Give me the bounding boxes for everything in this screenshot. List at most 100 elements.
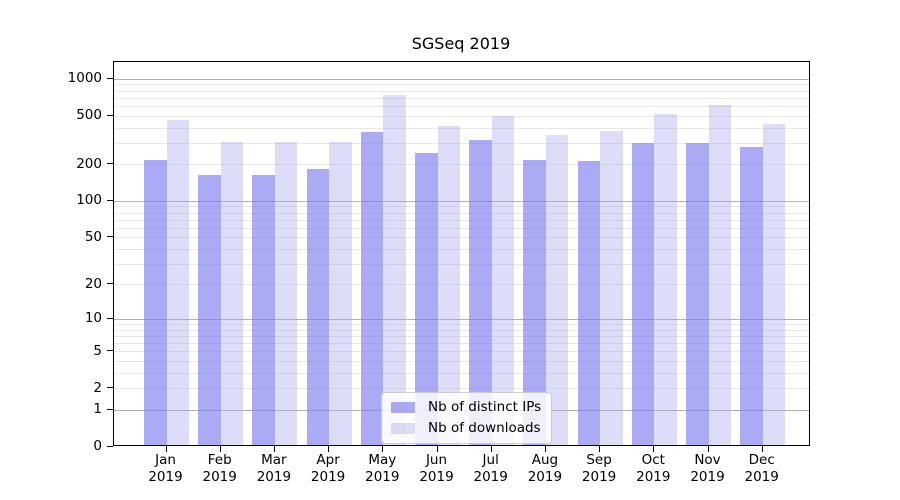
bar-downloads-jan: [166, 119, 189, 445]
x-tick-month: Nov: [694, 452, 721, 468]
bar-distinct-ips-jun: [415, 153, 438, 445]
bar-distinct-ips-dec: [740, 147, 763, 445]
gridline-major: [114, 200, 809, 202]
gridline-minor: [114, 329, 809, 331]
legend-item-distinct-ips: Nb of distinct IPs: [391, 399, 541, 416]
legend-label: Nb of downloads: [428, 420, 541, 436]
x-tick-label: Nov 2019: [676, 452, 740, 486]
gridline-minor: [114, 360, 809, 362]
bar-downloads-mar: [274, 142, 298, 445]
bar-distinct-ips-may: [360, 132, 384, 445]
x-tick-month: Jan: [155, 452, 176, 468]
x-tick: [707, 446, 709, 452]
x-tick-month: Jul: [482, 452, 499, 468]
y-tick: [107, 163, 113, 165]
x-tick-year: 2019: [744, 469, 779, 485]
legend: Nb of distinct IPs Nb of downloads: [381, 392, 553, 444]
gridline-major: [114, 318, 809, 320]
y-tick-label: 50: [84, 228, 102, 245]
x-tick-month: Oct: [641, 452, 665, 468]
x-tick: [328, 446, 330, 452]
gridline-minor: [114, 263, 809, 265]
x-tick-month: Feb: [207, 452, 232, 468]
x-tick-month: Apr: [316, 452, 340, 468]
x-tick-label: Aug 2019: [513, 452, 577, 486]
x-tick-year: 2019: [256, 469, 292, 485]
bar-downloads-dec: [762, 123, 786, 445]
x-tick-label: Sep 2019: [567, 452, 631, 486]
x-tick-month: Dec: [748, 452, 775, 468]
y-tick: [107, 114, 113, 116]
x-tick: [382, 446, 384, 452]
x-tick: [219, 446, 221, 452]
x-tick-year: 2019: [419, 469, 454, 485]
y-tick-label: 20: [84, 275, 102, 292]
gridline-minor: [114, 237, 809, 239]
y-tick: [107, 387, 113, 389]
y-tick: [107, 445, 113, 447]
gridline-minor: [114, 97, 809, 99]
x-tick-label: Feb 2019: [188, 452, 252, 486]
y-tick-label: 1000: [67, 70, 102, 87]
gridline-minor: [114, 342, 809, 344]
x-tick-year: 2019: [690, 469, 725, 485]
y-tick-label: 5: [93, 342, 102, 359]
gridline-minor: [114, 105, 809, 107]
x-tick-label: Oct 2019: [621, 452, 685, 486]
bar-downloads-aug: [545, 134, 569, 445]
y-tick-label: 2: [93, 379, 102, 396]
x-tick-month: Jun: [425, 452, 448, 468]
x-tick: [165, 446, 167, 452]
y-tick-label: 500: [76, 107, 102, 124]
x-tick: [490, 446, 492, 452]
gridline-minor: [114, 227, 809, 229]
bar-distinct-ips-sep: [577, 160, 601, 445]
gridline-minor: [114, 284, 809, 286]
y-tick-label: 1: [93, 401, 102, 418]
plot-area: Nb of distinct IPs Nb of downloads: [113, 61, 810, 446]
gridline-minor: [114, 206, 809, 208]
gridline-minor: [114, 323, 809, 325]
gridline-minor: [114, 372, 809, 374]
x-tick-year: 2019: [310, 469, 346, 485]
x-tick-month: Sep: [586, 452, 612, 468]
gridline-minor: [114, 142, 809, 144]
bar-distinct-ips-mar: [252, 174, 275, 445]
x-tick-year: 2019: [527, 469, 563, 485]
x-tick-year: 2019: [202, 469, 237, 485]
gridline-minor: [114, 212, 809, 214]
x-tick-year: 2019: [581, 469, 617, 485]
x-tick: [544, 446, 546, 452]
legend-label: Nb of distinct IPs: [428, 399, 542, 415]
gridline-minor: [114, 164, 809, 166]
x-tick: [273, 446, 275, 452]
x-tick-month: May: [368, 452, 397, 468]
gridline-minor: [114, 351, 809, 353]
x-tick-year: 2019: [148, 469, 183, 485]
x-tick-month: Aug: [531, 452, 559, 468]
x-tick: [761, 446, 763, 452]
gridline-minor: [114, 219, 809, 221]
gridline-major: [114, 78, 809, 80]
x-tick-year: 2019: [636, 469, 671, 485]
y-tick-label: 10: [84, 310, 102, 327]
bar-downloads-jun: [437, 125, 460, 445]
x-tick: [599, 446, 601, 452]
y-tick: [107, 236, 113, 238]
bar-distinct-ips-nov: [686, 143, 709, 445]
gridline-minor: [114, 388, 809, 390]
distinct-ips-swatch-icon: [391, 402, 415, 413]
x-tick-label: Dec 2019: [730, 452, 794, 486]
gridline-minor: [114, 248, 809, 250]
x-tick-label: May 2019: [350, 452, 414, 486]
bar-downloads-may: [383, 95, 406, 445]
bar-downloads-oct: [654, 113, 677, 445]
y-tick-label: 100: [76, 192, 102, 209]
x-tick-label: Jul 2019: [459, 452, 523, 486]
bar-downloads-sep: [600, 131, 623, 445]
bar-distinct-ips-oct: [631, 143, 655, 445]
x-tick-year: 2019: [473, 469, 508, 485]
bar-distinct-ips-jul: [469, 139, 492, 445]
gridline-minor: [114, 115, 809, 117]
chart-title: SGSeq 2019: [411, 34, 511, 53]
